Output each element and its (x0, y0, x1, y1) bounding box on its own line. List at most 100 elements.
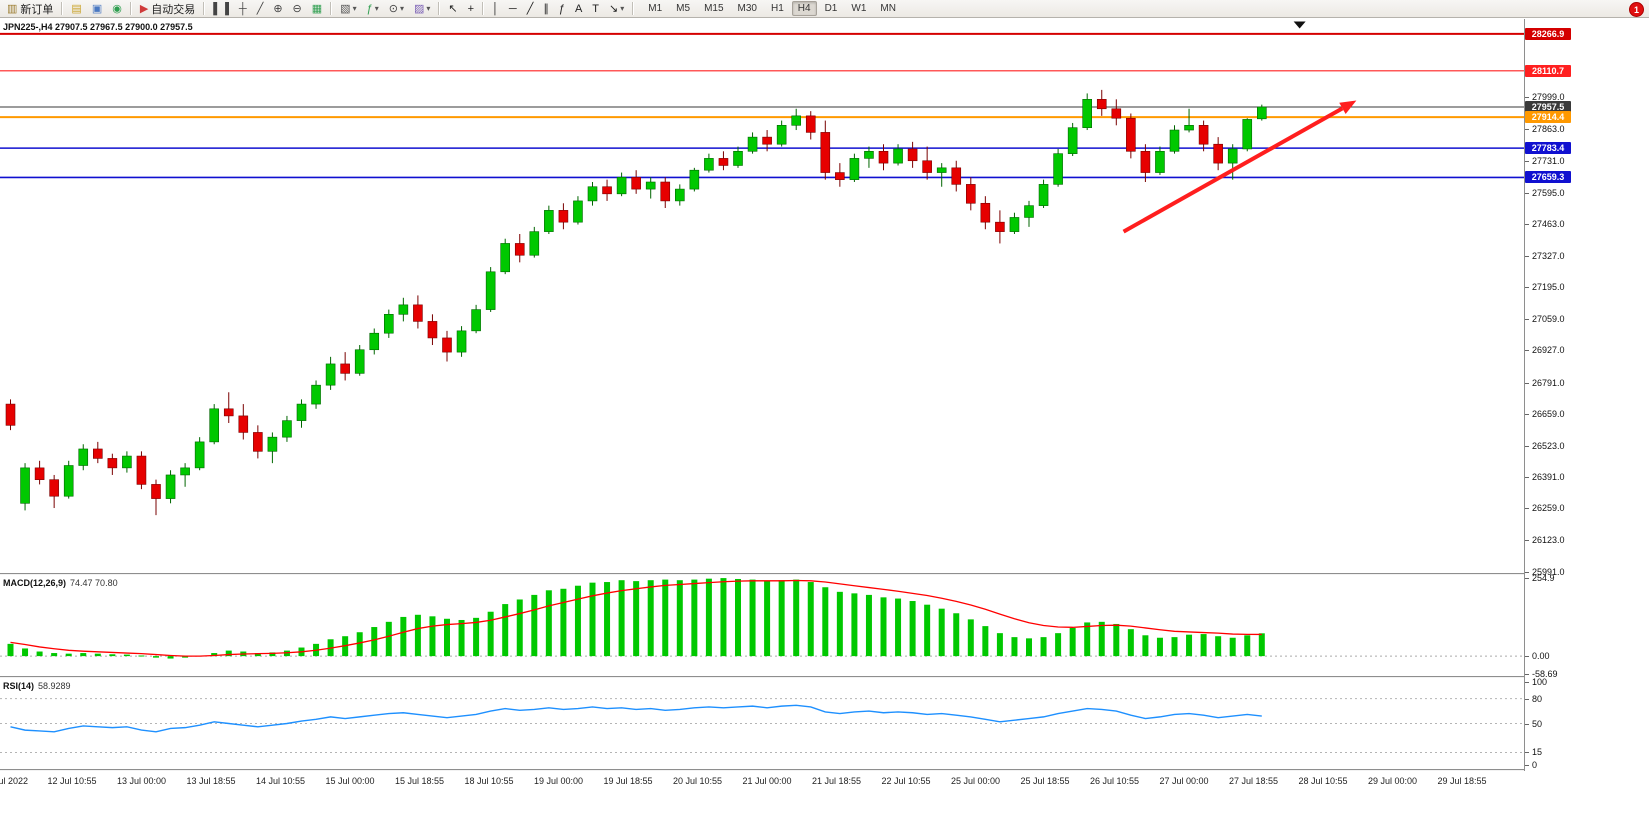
macd-canvas[interactable] (0, 575, 1524, 676)
templates-button[interactable]: ▨ ▾ (410, 0, 434, 18)
vertical-line-icon: │ (492, 2, 499, 15)
timeframe-m1-button[interactable]: M1 (648, 3, 663, 14)
vertical-line-button[interactable]: │ (488, 0, 503, 18)
zoom-out-icon: ⊖ (292, 2, 302, 15)
charts-profile-icon: ▤ (71, 2, 82, 15)
new-order-button-label: 新订单 (20, 3, 54, 16)
symbol-ohlc-label: JPN225-,H4 27907.5 27967.5 27900.0 27957… (3, 22, 193, 32)
text-button[interactable]: A (571, 0, 586, 18)
axis-tick-label: 27863.0 (1532, 124, 1565, 134)
timeframe-w1-button[interactable]: W1 (851, 3, 867, 14)
axis-tick-label: 27327.0 (1532, 251, 1565, 261)
rsi-label: RSI(14) 58.9289 (3, 681, 71, 691)
line-chart-type-button[interactable]: ╱ (253, 0, 268, 18)
axis-tick-mark (1525, 682, 1529, 683)
time-axis-label: 13 Jul 00:00 (116, 776, 167, 786)
charts-profile-button[interactable]: ▤ (67, 0, 85, 18)
time-axis-label: 29 Jul 00:00 (1367, 776, 1418, 786)
macd-values: 74.47 70.80 (70, 578, 118, 588)
community-button[interactable]: ◉ (108, 0, 126, 18)
rsi-pane[interactable] (0, 678, 1524, 769)
price-chart-canvas[interactable] (0, 19, 1524, 573)
fibonacci-button[interactable]: ƒ (555, 0, 569, 18)
periods-button[interactable]: ⊙ ▾ (385, 0, 408, 18)
support-level-1-price-badge: 27783.4 (1525, 142, 1571, 154)
axis-tick-label: 26391.0 (1532, 472, 1565, 482)
dropdown-caret-icon: ▾ (352, 4, 357, 13)
zoom-in-button[interactable]: ⊕ (269, 0, 286, 18)
fibonacci-icon: ƒ (558, 2, 565, 15)
time-axis-label: 29 Jul 18:55 (1437, 776, 1487, 786)
axis-tick-label: 80 (1532, 694, 1543, 704)
time-axis-label: 27 Jul 00:00 (1159, 776, 1209, 786)
axis-tick-mark (1525, 578, 1529, 579)
rsi-canvas[interactable] (0, 678, 1524, 769)
time-axis-label: 21 Jul 18:55 (811, 776, 862, 786)
notification-badge[interactable]: 1 (1629, 2, 1644, 17)
axis-tick-mark (1525, 193, 1529, 194)
time-axis[interactable]: Jul 2022 12 Jul 10:55 13 Jul 00:00 13 Jul 1… (0, 771, 1649, 795)
print-button[interactable]: ▣ (88, 0, 106, 18)
timeframe-m30-button[interactable]: M30 (737, 3, 757, 14)
pane-separator[interactable] (0, 573, 1649, 575)
axis-tick-label: 26259.0 (1532, 503, 1565, 513)
time-axis-label: 18 Jul 10:55 (464, 776, 514, 786)
candlestick-type-button[interactable]: ┼ (235, 0, 251, 18)
price-pane[interactable] (0, 19, 1524, 573)
pane-separator[interactable] (0, 676, 1649, 678)
trend-arrow-head (1339, 100, 1357, 115)
arrows-tool-icon: ↘ (609, 2, 619, 15)
axis-tick-mark (1525, 350, 1529, 351)
timeframe-mn-button[interactable]: MN (880, 3, 896, 14)
horizontal-line-button[interactable]: ─ (505, 0, 521, 18)
time-axis-label: 26 Jul 10:55 (1089, 776, 1140, 786)
axis-tick-mark (1525, 446, 1529, 447)
cursor-button[interactable]: ↖ (444, 0, 461, 18)
axis-tick-mark (1525, 224, 1529, 225)
macd-pane[interactable] (0, 575, 1524, 676)
current-price-line-price-badge: 27957.5 (1525, 101, 1571, 113)
resistance-level-1-price-badge: 28266.9 (1525, 28, 1571, 40)
time-axis-label: 20 Jul 10:55 (672, 776, 723, 786)
new-order-button[interactable]: ▥ 新订单 (3, 0, 57, 18)
time-axis-label: 21 Jul 00:00 (742, 776, 792, 786)
trendline-button[interactable]: ╱ (523, 0, 538, 18)
time-axis-label: 12 Jul 10:55 (47, 776, 97, 786)
equidistant-channel-button[interactable]: ∥ (539, 0, 553, 18)
arrows-tool-button[interactable]: ↘ ▾ (605, 0, 628, 18)
time-axis-label: 19 Jul 18:55 (603, 776, 653, 786)
tile-windows-button[interactable]: ▦ (308, 0, 326, 18)
axis-tick-mark (1525, 540, 1529, 541)
timeframe-h4-button[interactable]: H4 (791, 1, 817, 16)
chart-annotations (1122, 21, 1357, 234)
time-axis-label: 25 Jul 18:55 (1020, 776, 1070, 786)
axis-tick-label: 26123.0 (1532, 535, 1565, 545)
support-level-2-price-badge: 27659.3 (1525, 171, 1571, 183)
axis-tick-mark (1525, 508, 1529, 509)
axis-tick-label: 27195.0 (1532, 282, 1565, 292)
timeframe-h1-button[interactable]: H1 (770, 3, 784, 14)
autotrading-button[interactable]: ▶ 自动交易 (136, 0, 199, 18)
dropdown-caret-icon: ▾ (426, 4, 431, 13)
bar-chart-type-button[interactable]: ▌▐ (209, 0, 233, 18)
axis-tick-label: -58.69 (1532, 669, 1558, 679)
print-icon: ▣ (91, 2, 103, 15)
timeframe-m5-button[interactable]: M5 (676, 3, 691, 14)
cursor-icon: ↖ (448, 2, 458, 15)
level-lines (0, 32, 1524, 179)
text-label-button[interactable]: T (588, 0, 603, 18)
timeframe-d1-button[interactable]: D1 (824, 3, 838, 14)
indicators-button[interactable]: ƒ ▾ (363, 0, 383, 18)
axis-tick-label: 26791.0 (1532, 378, 1565, 388)
horizontal-line-icon: ─ (508, 2, 517, 15)
new-order-icon: ▥ (7, 2, 18, 15)
crosshair-button[interactable]: + (464, 0, 478, 18)
time-axis-label: 15 Jul 18:55 (394, 776, 445, 786)
price-axis[interactable]: 27999.0 27863.0 27731.0 27595.0 27463.0 27327… (1525, 19, 1649, 771)
zoom-out-button[interactable]: ⊖ (289, 0, 306, 18)
axis-tick-label: 27463.0 (1532, 219, 1565, 229)
axis-tick-label: 0 (1532, 760, 1538, 770)
new-chart-button[interactable]: ▧ ▾ (336, 0, 360, 18)
axis-tick-label: 26927.0 (1532, 345, 1565, 355)
timeframe-m15-button[interactable]: M15 (704, 3, 724, 14)
